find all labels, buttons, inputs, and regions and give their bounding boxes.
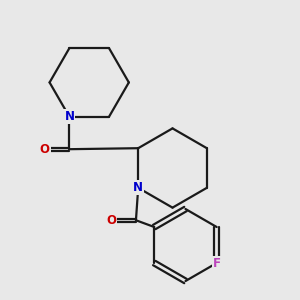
Text: N: N [64,110,74,123]
Text: F: F [213,256,221,269]
Text: O: O [40,143,50,156]
Text: N: N [133,181,143,194]
Text: O: O [106,214,116,227]
